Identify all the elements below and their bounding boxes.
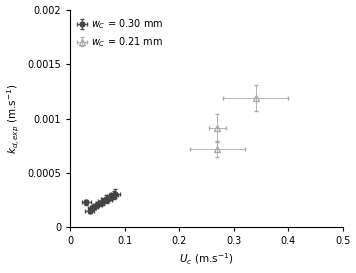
Y-axis label: $k_{d,exp}$ (m.s$^{-1}$): $k_{d,exp}$ (m.s$^{-1}$) [6, 83, 22, 154]
X-axis label: $U_c$ (m.s$^{-1}$): $U_c$ (m.s$^{-1}$) [179, 252, 234, 268]
Legend: $w_C$ = 0.30 mm, $w_C$ = 0.21 mm: $w_C$ = 0.30 mm, $w_C$ = 0.21 mm [75, 14, 166, 52]
